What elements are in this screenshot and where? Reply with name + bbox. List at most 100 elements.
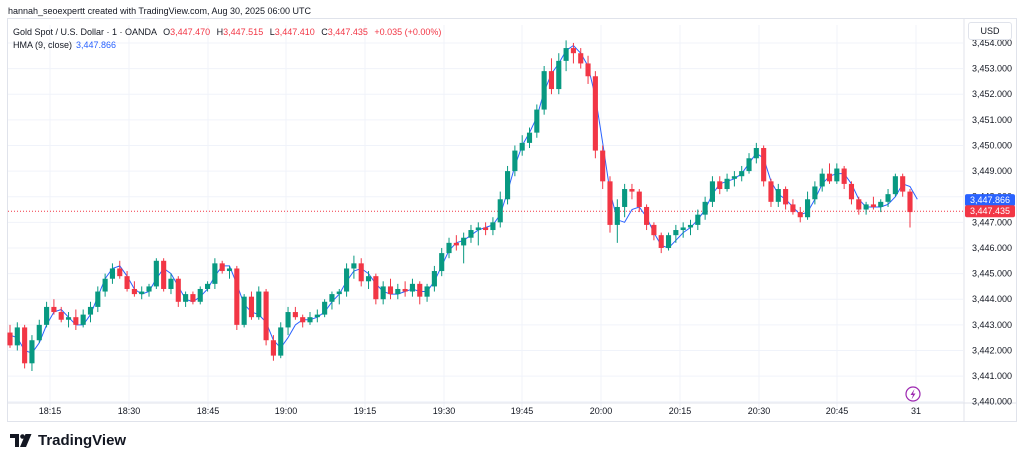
candle[interactable] (139, 286, 145, 300)
candle[interactable] (109, 263, 115, 284)
candle[interactable] (892, 173, 898, 197)
candle[interactable] (22, 324, 28, 369)
candle[interactable] (519, 135, 525, 156)
candle[interactable] (322, 299, 328, 318)
candle[interactable] (783, 186, 789, 210)
candle[interactable] (541, 66, 547, 115)
candle[interactable] (153, 258, 159, 289)
candle[interactable] (761, 145, 767, 187)
candle[interactable] (570, 42, 576, 64)
candle[interactable] (526, 127, 533, 149)
candle[interactable] (622, 183, 628, 218)
candle[interactable] (409, 278, 415, 297)
candle[interactable] (768, 178, 774, 207)
candle[interactable] (534, 104, 540, 138)
currency-button[interactable]: USD (968, 22, 1012, 40)
candle[interactable] (673, 224, 679, 243)
candle[interactable] (695, 209, 701, 231)
candle[interactable] (709, 176, 715, 207)
candle[interactable] (307, 312, 313, 325)
candle[interactable] (183, 291, 189, 307)
candle[interactable] (351, 255, 357, 279)
candle[interactable] (168, 273, 174, 295)
candle[interactable] (14, 322, 20, 351)
candle[interactable] (563, 40, 569, 72)
candle[interactable] (644, 204, 650, 231)
candle[interactable] (300, 314, 306, 328)
candle[interactable] (826, 163, 833, 184)
candle[interactable] (417, 281, 423, 305)
candle[interactable] (468, 224, 474, 243)
candle[interactable] (256, 286, 262, 320)
candle[interactable] (724, 173, 730, 192)
candle[interactable] (205, 281, 211, 292)
candle[interactable] (263, 288, 269, 346)
candle[interactable] (739, 165, 745, 182)
candle[interactable] (344, 263, 350, 297)
candle[interactable] (278, 322, 284, 359)
candle[interactable] (819, 168, 825, 192)
candle[interactable] (117, 260, 123, 279)
candle[interactable] (812, 181, 818, 205)
candle[interactable] (197, 286, 203, 305)
candle[interactable] (651, 222, 657, 241)
candle[interactable] (556, 53, 562, 95)
candle[interactable] (29, 335, 35, 371)
candle[interactable] (790, 199, 796, 215)
candle[interactable] (717, 176, 723, 195)
candle[interactable] (453, 235, 459, 251)
candle[interactable] (841, 165, 847, 190)
candle[interactable] (658, 232, 664, 254)
candle[interactable] (680, 222, 686, 238)
candle[interactable] (212, 258, 218, 289)
candle[interactable] (95, 286, 101, 313)
candle[interactable] (329, 291, 335, 310)
candle[interactable] (80, 309, 86, 328)
candle[interactable] (614, 199, 620, 243)
candle[interactable] (805, 191, 811, 220)
candle[interactable] (402, 281, 408, 297)
candle[interactable] (446, 237, 452, 259)
candle[interactable] (505, 165, 511, 205)
candle[interactable] (336, 288, 342, 305)
candle[interactable] (146, 283, 152, 297)
candle[interactable] (131, 281, 137, 297)
candle[interactable] (907, 189, 913, 228)
candle[interactable] (124, 271, 130, 292)
candle[interactable] (702, 196, 708, 220)
candle[interactable] (870, 196, 876, 210)
candle[interactable] (365, 271, 372, 289)
candle[interactable] (863, 201, 869, 215)
candle[interactable] (665, 232, 672, 251)
candle[interactable] (51, 299, 57, 315)
candle[interactable] (248, 291, 255, 320)
candle[interactable] (292, 306, 298, 320)
symbol-name[interactable]: Gold Spot / U.S. Dollar · 1 · OANDA (13, 27, 157, 37)
candle[interactable] (175, 276, 181, 307)
candle[interactable] (387, 278, 394, 300)
candle[interactable] (885, 189, 891, 207)
candle[interactable] (856, 196, 862, 215)
candle[interactable] (834, 163, 840, 184)
candle[interactable] (746, 153, 752, 174)
candle[interactable] (380, 281, 386, 305)
candle[interactable] (190, 291, 196, 305)
candle[interactable] (548, 58, 555, 95)
candle[interactable] (44, 301, 50, 328)
candle[interactable] (314, 309, 320, 323)
candle[interactable] (490, 217, 496, 236)
candle[interactable] (270, 335, 276, 361)
candle[interactable] (285, 306, 291, 336)
candle[interactable] (483, 222, 489, 236)
candle[interactable] (226, 265, 233, 279)
candle[interactable] (102, 273, 108, 297)
candle[interactable] (73, 309, 79, 330)
candle[interactable] (797, 206, 803, 223)
candle[interactable] (497, 191, 503, 228)
candle[interactable] (900, 173, 906, 197)
candle[interactable] (439, 247, 445, 277)
candle[interactable] (731, 171, 737, 187)
candle[interactable] (58, 306, 64, 323)
candle[interactable] (461, 232, 467, 264)
candle[interactable] (636, 189, 642, 213)
